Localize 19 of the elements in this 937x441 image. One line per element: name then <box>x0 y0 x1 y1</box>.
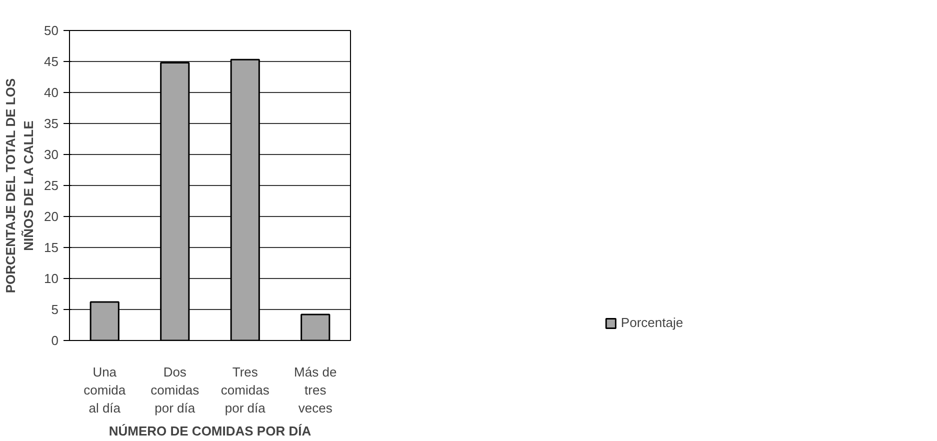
y-tick-label: 15 <box>44 240 59 255</box>
bar <box>300 314 330 340</box>
y-tick-label: 10 <box>44 271 59 286</box>
y-tick-label: 45 <box>44 54 59 69</box>
x-tick-label: Más de tres veces <box>294 364 337 416</box>
y-tick-label: 50 <box>44 23 59 38</box>
x-tick-label: Tres comidas por día <box>220 364 270 416</box>
y-tick-label: 25 <box>44 178 59 193</box>
y-tick-label: 40 <box>44 85 59 100</box>
y-tick-label: 20 <box>44 209 59 224</box>
x-tick-label: Dos comidas por día <box>150 364 200 416</box>
y-axis-title: PORCENTAJE DEL TOTAL DE LOS NIÑOS DE LA CALLE <box>3 78 36 294</box>
y-tick-label: 30 <box>44 147 59 162</box>
x-axis-title: NÚMERO DE COMIDAS POR DÍA <box>108 424 312 438</box>
y-tick-label: 5 <box>51 302 59 317</box>
y-tick-label: 35 <box>44 116 59 131</box>
legend-label: Porcentaje <box>620 315 684 330</box>
x-tick-label: Una comida al día <box>84 364 126 416</box>
y-tick-label: 0 <box>51 333 59 348</box>
